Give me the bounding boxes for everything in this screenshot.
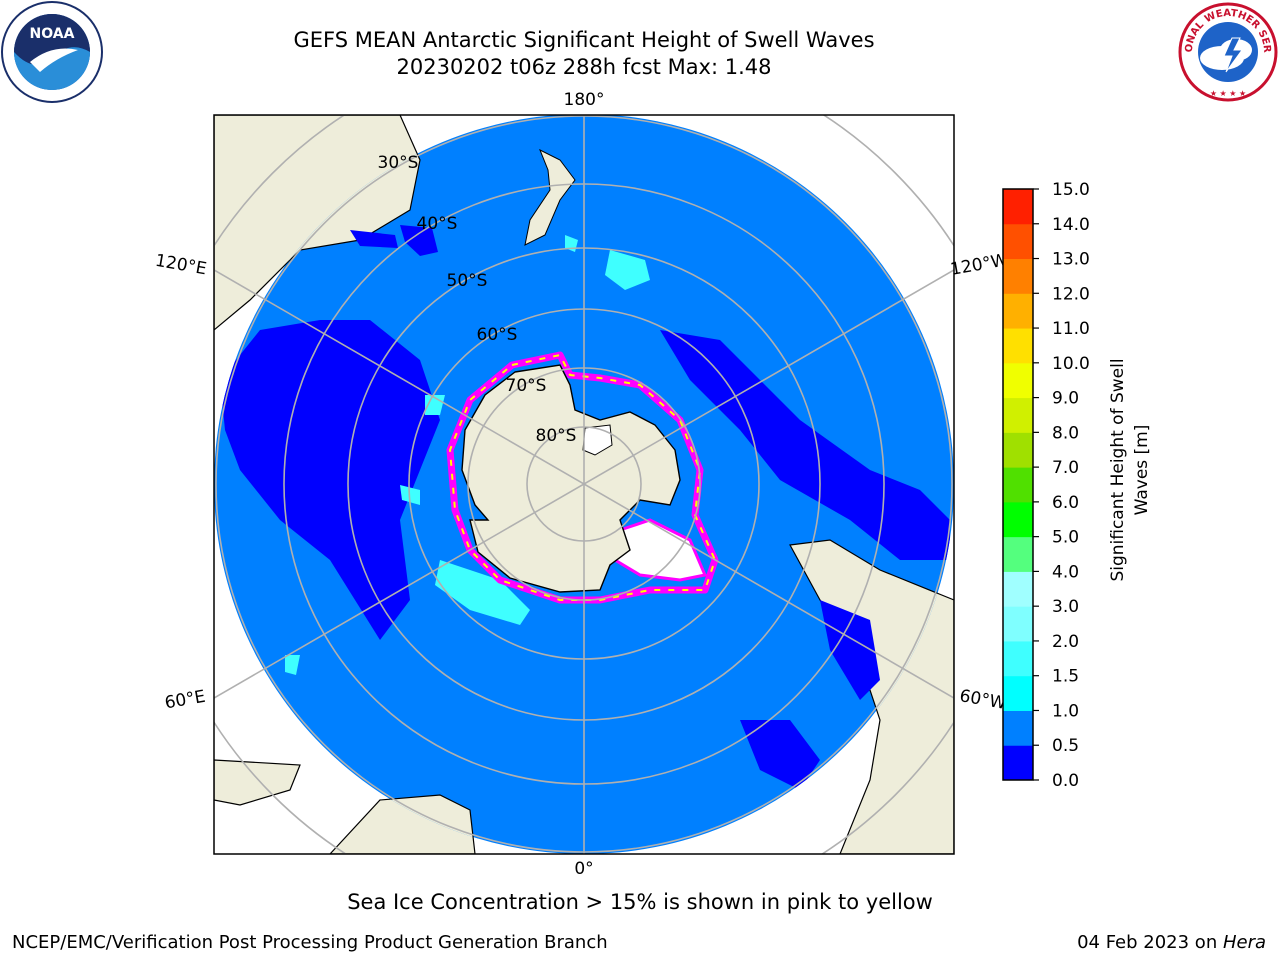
colorbar-tick-label: 7.0	[1052, 458, 1079, 478]
colorbar-tick-label: 5.0	[1052, 528, 1079, 548]
lat-label-60s: 60°S	[477, 325, 518, 345]
colorbar-swatches	[1003, 189, 1033, 781]
colorbar-tick-label: 4.0	[1052, 562, 1079, 582]
colorbar-label: Significant Height of Swell Waves [m]	[1108, 358, 1152, 581]
colorbar-swatch	[1003, 745, 1033, 781]
colorbar-swatch	[1003, 501, 1033, 538]
colorbar-swatch	[1003, 223, 1033, 260]
colorbar-swatch	[1003, 432, 1033, 468]
credit-line: NCEP/EMC/Verification Post Processing Pr…	[12, 932, 608, 953]
colorbar-ticks: 0.0 0.5 1.0 1.5 2.0 3.0 4.0 5.0 6.0 7.0 8.0 9.0 10.0…	[1033, 180, 1090, 790]
sea-ice-note: Sea Ice Concentration > 15% is shown in …	[347, 890, 933, 914]
sea-ice-edge	[446, 351, 719, 604]
noaa-logo: NOAA	[1, 1, 103, 103]
lat-label-70s: 70°S	[506, 376, 547, 396]
chart-subtitle: 20230202 t06z 288h fcst Max: 1.48	[396, 55, 772, 79]
colorbar-swatch	[1003, 606, 1033, 642]
lat-label-50s: 50°S	[447, 271, 488, 291]
colorbar-swatch	[1003, 536, 1033, 572]
colorbar-tick-label: 10.0	[1052, 354, 1090, 374]
colorbar-frame	[1002, 188, 1034, 781]
colorbar-tick-label: 3.0	[1052, 597, 1079, 617]
date-line: 04 Feb 2023 on Hera	[1077, 932, 1266, 953]
colorbar-swatch	[1003, 362, 1033, 399]
chart-title: GEFS MEAN Antarctic Significant Height o…	[293, 28, 875, 52]
colorbar-tick-label: 11.0	[1052, 319, 1090, 339]
noaa-logo-text: NOAA	[30, 26, 75, 42]
antarctica	[461, 364, 681, 593]
colorbar-swatch	[1003, 189, 1033, 225]
colorbar-swatch	[1003, 571, 1033, 607]
svg-text:Significant Height of Swell: Significant Height of Swell	[1108, 358, 1128, 581]
colorbar-tick-label: 14.0	[1052, 215, 1090, 235]
lon-label-180: 180°	[564, 90, 605, 110]
colorbar: 0.0 0.5 1.0 1.5 2.0 3.0 4.0 5.0 6.0 7.0 8.0 9.0 10.0…	[1002, 180, 1090, 790]
nws-logo: NATIONAL WEATHER SERVICE ★ ★ ★ ★	[1176, 0, 1278, 102]
colorbar-tick-label: 9.0	[1052, 389, 1079, 409]
svg-text:★ ★ ★ ★: ★ ★ ★ ★	[1210, 89, 1246, 98]
lon-label-0: 0°	[574, 859, 593, 879]
lat-label-80s: 80°S	[536, 426, 577, 446]
date-text: 04 Feb 2023 on	[1077, 932, 1223, 953]
colorbar-swatch	[1003, 467, 1033, 503]
colorbar-tick-label: 2.0	[1052, 632, 1079, 652]
colorbar-swatch	[1003, 675, 1033, 711]
colorbar-tick-label: 8.0	[1052, 423, 1079, 443]
colorbar-swatch	[1003, 397, 1033, 433]
colorbar-tick-label: 0.0	[1052, 771, 1079, 790]
colorbar-swatch	[1003, 293, 1033, 329]
colorbar-tick-label: 0.5	[1052, 736, 1079, 756]
colorbar-swatch	[1003, 258, 1033, 294]
svg-text:Waves [m]: Waves [m]	[1132, 425, 1152, 516]
colorbar-tick-label: 12.0	[1052, 284, 1090, 304]
colorbar-tick-label: 1.5	[1052, 667, 1079, 687]
colorbar-tick-label: 1.0	[1052, 701, 1079, 721]
colorbar-tick-label: 6.0	[1052, 493, 1079, 513]
lon-label-120e: 120°E	[154, 251, 208, 280]
machine-name: Hera	[1222, 932, 1266, 953]
map-frame	[213, 114, 955, 855]
lat-label-30s: 30°S	[378, 153, 419, 173]
lon-label-60e: 60°E	[163, 687, 207, 714]
colorbar-tick-label: 15.0	[1052, 180, 1090, 200]
colorbar-tick-label: 13.0	[1052, 250, 1090, 270]
graticule	[214, 115, 954, 854]
lat-label-40s: 40°S	[417, 214, 458, 234]
colorbar-swatch	[1003, 640, 1033, 677]
colorbar-swatch	[1003, 710, 1033, 746]
colorbar-swatch	[1003, 328, 1033, 364]
